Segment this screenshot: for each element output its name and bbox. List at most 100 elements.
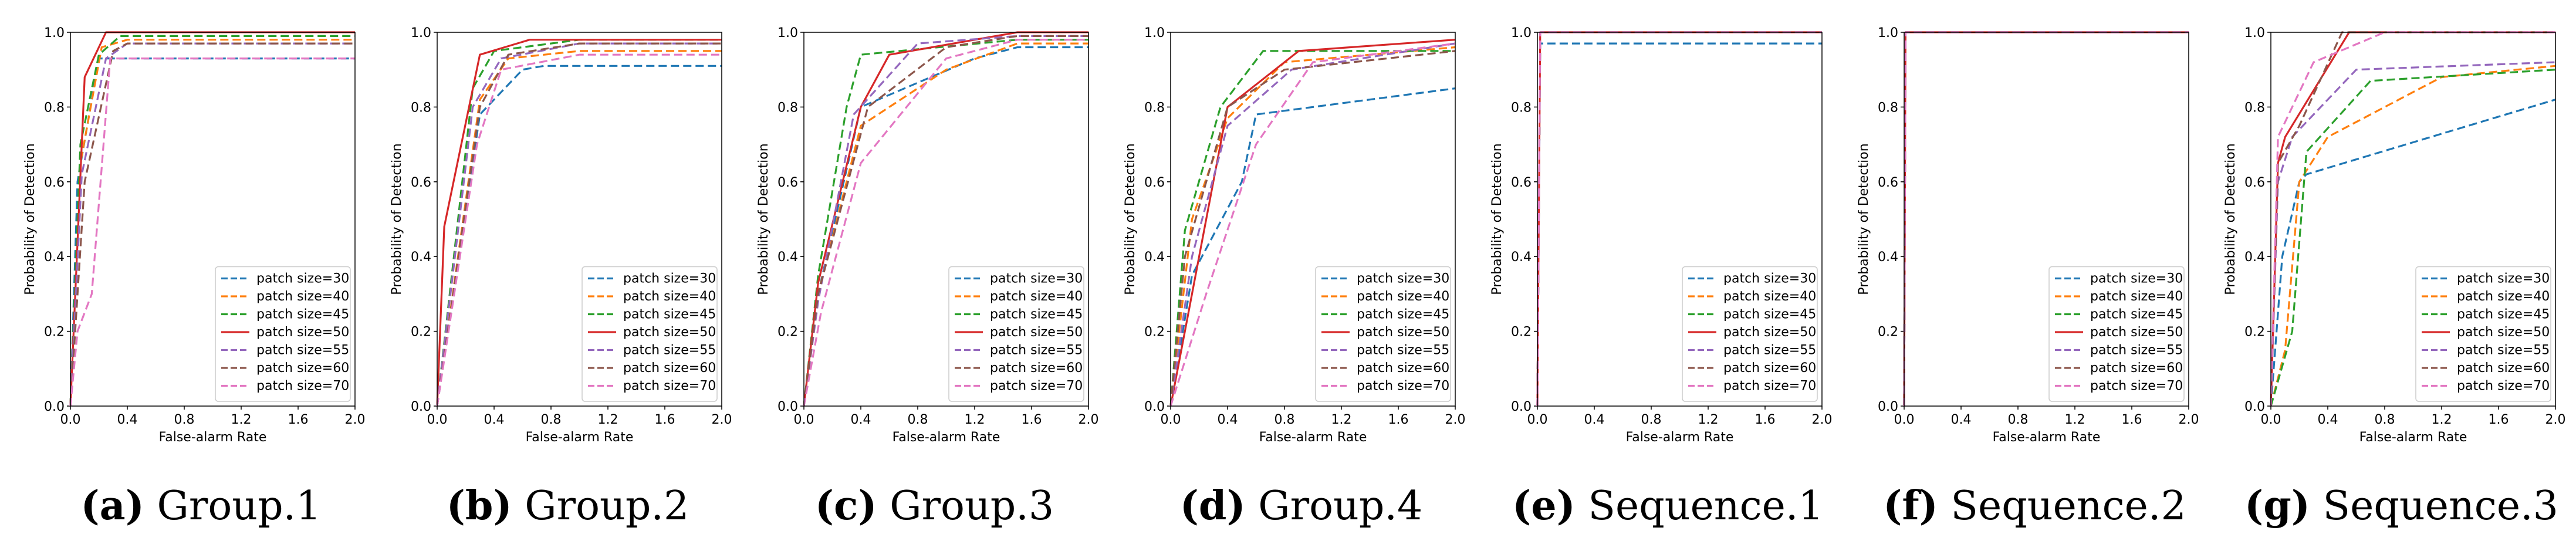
panel-caption-label: (g) xyxy=(2244,482,2310,529)
y-tick-label: 0.0 xyxy=(44,400,65,414)
chart-panel-5: 0.0 0.4 0.8 1.2 1.6 2.0 0.0 0.2 0.4 0.6 0.8 1.0 Fals… xyxy=(1490,26,1833,529)
x-tick-label: 0.0 xyxy=(427,413,448,427)
series-line-patch-size-60 xyxy=(69,42,355,407)
x-tick-label: 0.4 xyxy=(484,413,505,427)
legend-label: patch size=70 xyxy=(990,379,1083,394)
x-tick-label: 0.8 xyxy=(1641,413,1662,427)
x-tick-label: 2.0 xyxy=(2179,413,2199,427)
legend-label: patch size=70 xyxy=(2090,379,2183,394)
x-tick-label: 1.2 xyxy=(1698,413,1719,427)
panel-caption-text: Sequence.1 xyxy=(1576,483,1824,529)
x-tick-label: 0.8 xyxy=(1275,413,1295,427)
y-tick-label: 0.4 xyxy=(1878,250,1898,265)
legend-label: patch size=55 xyxy=(623,343,716,358)
legend-label: patch size=30 xyxy=(1723,272,1816,286)
y-tick-label: 0.2 xyxy=(2244,325,2265,340)
y-tick-label: 0.2 xyxy=(411,325,431,340)
legend-label: patch size=40 xyxy=(623,289,716,304)
series-line-patch-size-40 xyxy=(436,50,722,407)
panel-caption-label: (e) xyxy=(1512,482,1576,529)
legend-label: patch size=55 xyxy=(2090,343,2183,358)
series-line-patch-size-60 xyxy=(1169,50,1456,407)
x-tick-label: 1.6 xyxy=(2122,413,2142,427)
legend: patch size=30 patch size=40 patch size=45 p… xyxy=(1682,266,1818,402)
y-tick-label: 0.6 xyxy=(44,175,65,190)
y-tick-label: 0.6 xyxy=(2244,175,2265,190)
x-tick-label: 1.6 xyxy=(288,413,309,427)
plot-frame xyxy=(2270,32,2556,407)
x-tick-label: 0.8 xyxy=(908,413,928,427)
chart-panel-3: 0.0 0.4 0.8 1.2 1.6 2.0 0.0 0.2 0.4 0.6 0.8 1.0 Fals… xyxy=(756,26,1099,529)
x-axis-label: False-alarm Rate xyxy=(893,430,1000,445)
legend: patch size=30 patch size=40 patch size=45 p… xyxy=(2415,266,2551,402)
panel-caption-label: (b) xyxy=(447,482,512,529)
x-tick-label: 0.0 xyxy=(1894,413,1915,427)
legend-label: patch size=70 xyxy=(623,379,716,394)
y-tick-label: 0.4 xyxy=(1511,250,1532,265)
x-tick-label: 0.8 xyxy=(2375,413,2395,427)
panel-caption: (d) Group.4 xyxy=(1180,482,1423,529)
y-tick-label: 1.0 xyxy=(777,26,798,40)
x-tick-label: 0.4 xyxy=(1584,413,1605,427)
legend: patch size=30 patch size=40 patch size=45 p… xyxy=(215,266,351,402)
y-tick-label: 0.0 xyxy=(411,400,431,414)
legend: patch size=30 patch size=40 patch size=45 p… xyxy=(948,266,1084,402)
legend-label: patch size=45 xyxy=(2457,307,2550,322)
x-tick-label: 1.6 xyxy=(1388,413,1409,427)
legend-label: patch size=30 xyxy=(623,272,716,286)
panel-caption: (b) Group.2 xyxy=(447,482,689,529)
x-tick-label: 1.6 xyxy=(1755,413,1776,427)
plot-frame xyxy=(1170,32,1456,407)
y-tick-label: 0.8 xyxy=(411,100,431,115)
x-tick-label: 0.4 xyxy=(1218,413,1238,427)
plot-frame xyxy=(1537,32,1823,407)
plot-frame xyxy=(437,32,722,407)
y-tick-label: 0.4 xyxy=(2244,250,2265,265)
chart-panel-7: 0.0 0.4 0.8 1.2 1.6 2.0 0.0 0.2 0.4 0.6 0.8 1.0 Fals… xyxy=(2223,26,2566,529)
series-line-patch-size-40 xyxy=(2270,65,2556,407)
legend-label: patch size=45 xyxy=(1723,307,1816,322)
plot-frame xyxy=(1904,32,2189,407)
y-axis-label: Probability of Detection xyxy=(1490,143,1505,295)
x-tick-label: 0.0 xyxy=(1161,413,1181,427)
legend: patch size=30 patch size=40 patch size=45 p… xyxy=(582,266,718,402)
y-axis-label: Probability of Detection xyxy=(1857,143,1871,295)
x-axis-label: False-alarm Rate xyxy=(526,430,634,445)
legend-label: patch size=30 xyxy=(990,272,1083,286)
y-tick-label: 0.6 xyxy=(411,175,431,190)
legend-label: patch size=40 xyxy=(1357,289,1449,304)
legend-label: patch size=70 xyxy=(1357,379,1449,394)
y-axis-label: Probability of Detection xyxy=(2223,143,2238,295)
series-line-patch-size-45 xyxy=(1169,50,1455,407)
legend-label: patch size=55 xyxy=(1357,343,1449,358)
legend-label: patch size=60 xyxy=(2090,361,2183,376)
legend-label: patch size=50 xyxy=(623,325,716,340)
series-line-patch-size-60 xyxy=(803,35,1088,407)
legend-label: patch size=50 xyxy=(1357,325,1449,340)
legend-label: patch size=45 xyxy=(2090,307,2183,322)
y-tick-label: 0.8 xyxy=(777,100,798,115)
y-tick-label: 0.4 xyxy=(777,250,798,265)
series-line-patch-size-45 xyxy=(2270,69,2556,407)
series-line-patch-size-50 xyxy=(1169,39,1456,407)
y-tick-label: 0.6 xyxy=(1511,175,1532,190)
y-tick-label: 1.0 xyxy=(2244,26,2265,40)
y-axis-label: Probability of Detection xyxy=(390,143,404,295)
legend-label: patch size=70 xyxy=(2457,379,2550,394)
legend-label: patch size=40 xyxy=(990,289,1083,304)
legend-label: patch size=55 xyxy=(1723,343,1816,358)
y-tick-label: 0.4 xyxy=(44,250,65,265)
y-tick-label: 1.0 xyxy=(1511,26,1532,40)
series-line-patch-size-60 xyxy=(436,42,722,407)
chart-panel-6: 0.0 0.4 0.8 1.2 1.6 2.0 0.0 0.2 0.4 0.6 0.8 1.0 Fals… xyxy=(1857,26,2199,529)
panel-caption-text: Sequence.3 xyxy=(2310,483,2558,529)
panel-caption: (a) Group.1 xyxy=(80,482,321,529)
panel-caption: (g) Sequence.3 xyxy=(2244,482,2558,529)
legend: patch size=30 patch size=40 patch size=45 p… xyxy=(2048,266,2185,402)
y-tick-label: 0.0 xyxy=(777,400,798,414)
legend: patch size=30 patch size=40 patch size=45 p… xyxy=(1315,266,1451,402)
legend-label: patch size=50 xyxy=(1723,325,1816,340)
x-tick-label: 1.2 xyxy=(1331,413,1352,427)
panel-caption-label: (d) xyxy=(1180,482,1246,529)
